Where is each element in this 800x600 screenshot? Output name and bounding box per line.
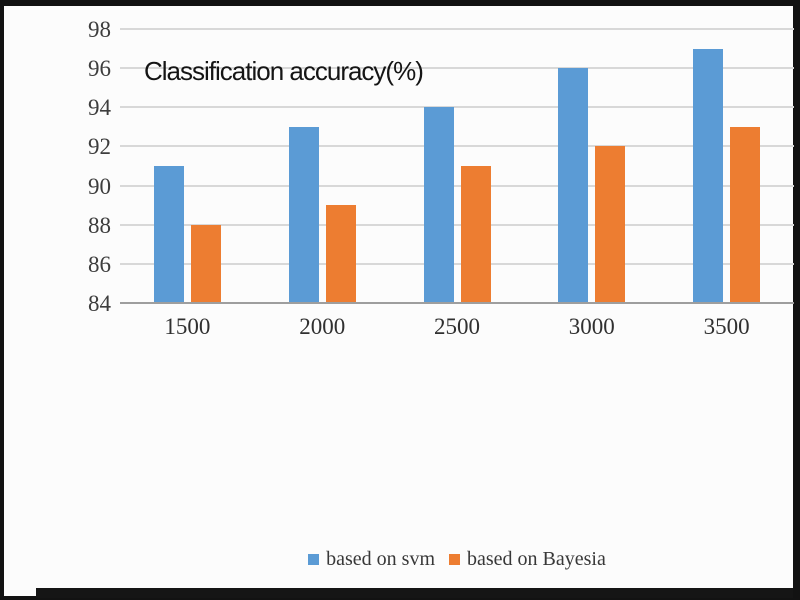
y-tick-label: 98 <box>88 17 111 42</box>
y-tick-label: 96 <box>88 56 111 82</box>
chart-canvas <box>4 6 793 596</box>
legend-swatch-icon <box>449 554 461 565</box>
gridline <box>120 67 794 70</box>
bottom-rule <box>36 588 793 598</box>
x-tick-label: 3000 <box>568 314 615 339</box>
x-tick-label: 2500 <box>434 314 480 339</box>
legend-label: based on svm <box>326 548 436 570</box>
gridline <box>120 262 794 265</box>
bar <box>325 205 356 303</box>
x-axis-line <box>120 302 794 304</box>
bar <box>153 166 184 303</box>
bar <box>460 166 491 303</box>
gridline <box>120 28 794 30</box>
legend: based on svm based on Bayesia <box>120 548 794 571</box>
bar <box>558 68 589 303</box>
bar <box>595 146 626 303</box>
gridline <box>120 223 794 226</box>
x-tick-label: 2000 <box>299 314 346 339</box>
bar <box>423 107 454 303</box>
y-tick-label: 84 <box>88 291 111 316</box>
legend-item: based on svm <box>308 548 435 571</box>
legend-item: based on Bayesia <box>449 548 606 571</box>
x-tick-label: 3500 <box>703 314 750 339</box>
bar <box>288 126 319 303</box>
y-tick-label: 86 <box>88 251 111 277</box>
gridline <box>120 106 794 109</box>
bar <box>693 48 724 303</box>
x-tick-label: 1500 <box>164 314 211 339</box>
gridline <box>120 145 794 148</box>
y-tick-label: 90 <box>88 173 111 199</box>
legend-swatch-icon <box>308 554 320 565</box>
y-tick-label: 88 <box>88 212 111 238</box>
gridline <box>120 184 794 187</box>
legend-label: based on Bayesia <box>467 548 606 570</box>
y-tick-label: 94 <box>88 95 111 121</box>
bar <box>190 224 221 303</box>
y-tick-label: 92 <box>88 134 111 160</box>
bar <box>730 126 761 303</box>
chart-title: Classification accuracy(%) <box>144 56 424 86</box>
